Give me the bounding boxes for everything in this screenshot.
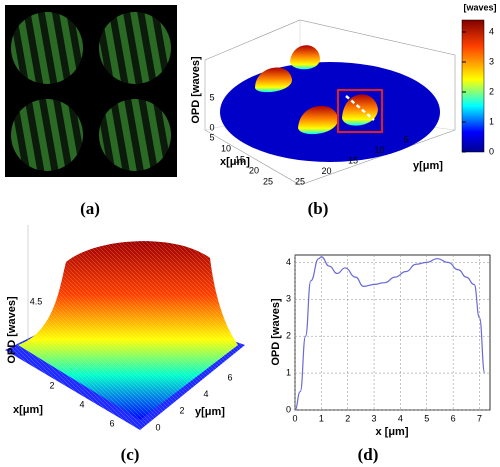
panel-b: [waves] OPD [waves] x[μm] y[μm] (b) 0 1 2 3… [190, 2, 497, 218]
y-tick-label: 10 [374, 145, 384, 155]
colorbar [461, 19, 485, 153]
y-tick-label: 3 [286, 294, 291, 304]
y-tick-label: 1 [286, 367, 291, 377]
x-tick-label: 4 [398, 413, 403, 423]
x-label: x[μm] [13, 404, 43, 416]
x-tick-label: 3 [372, 413, 377, 423]
hologram-disc [11, 99, 83, 171]
panel-label: (c) [121, 445, 140, 464]
z-tick-label: 0 [209, 122, 214, 132]
x-tick-label: 0 [292, 413, 297, 423]
plot-area [294, 254, 491, 411]
cell [342, 94, 378, 126]
y-tick-label: 25 [295, 176, 305, 186]
x-tick-label: 6 [109, 418, 114, 428]
y-tick-label: 2 [179, 406, 184, 416]
y-tick-label: 2 [286, 331, 291, 341]
y-tick-label: 20 [321, 166, 331, 176]
cell [290, 45, 320, 70]
x-tick-label: 5 [209, 132, 214, 142]
y-tick-label: 5 [403, 134, 408, 144]
panel-label: (b) [308, 199, 329, 218]
panel-a: (a) [5, 5, 177, 218]
hologram-disc [99, 12, 171, 84]
colorbar-title: [waves] [463, 2, 496, 12]
colorbar-tick-label: 3 [489, 56, 494, 66]
y-tick-label: 15 [348, 155, 358, 165]
y-tick-label: 6 [227, 372, 232, 382]
x-tick-label: 7 [477, 413, 482, 423]
hologram-disc [99, 99, 171, 171]
profile-line [345, 95, 375, 121]
x-tick-label: 2 [345, 413, 350, 423]
cell [255, 67, 292, 93]
x-tick-label: 15 [235, 154, 245, 164]
y-tick-label: 0 [155, 422, 160, 432]
colorbar-tick-label: 1 [489, 116, 494, 126]
panel-d: OPD [waves] x [μm] (d) 0 1 2 3 4 0 1 2 3 4 5 6 7 [270, 254, 491, 464]
cell [298, 105, 338, 135]
x-tick-label: 6 [451, 413, 456, 423]
z-label: OPD [waves] [6, 296, 18, 364]
x-tick-label: 20 [249, 165, 259, 175]
z-tick-label: 4.5 [30, 296, 43, 306]
x-tick-label: 1 [319, 413, 324, 423]
hologram-disc [11, 12, 83, 84]
x-tick-label: 4 [79, 399, 84, 409]
panel-label: (a) [80, 199, 100, 218]
x-tick-label: 10 [221, 143, 231, 153]
surface-mesh [18, 241, 238, 420]
data-line [294, 256, 486, 411]
z-label: OPD [waves] [190, 56, 202, 124]
panel-c: OPD [waves] x[μm] y[μm] (c) 4.5 2 4 6 0 2 4 6 [5, 225, 245, 464]
colorbar-tick-label: 4 [489, 26, 494, 36]
y-label: OPD [waves] [270, 298, 282, 366]
y-tick-label: 4 [286, 257, 291, 267]
selection-box [337, 89, 383, 133]
x-tick-label: 2 [49, 380, 54, 390]
y-label: y[μm] [195, 406, 225, 418]
colorbar-tick-label: 2 [489, 86, 494, 96]
colorbar-tick-label: 0 [489, 146, 494, 156]
x-tick-label: 25 [263, 176, 273, 186]
y-tick-label: 4 [203, 389, 208, 399]
z-tick-label: 5 [209, 92, 214, 102]
panel-label: (d) [358, 445, 379, 464]
y-tick-label: 0 [286, 404, 291, 414]
x-label: x [μm] [375, 426, 408, 438]
x-tick-label: 5 [424, 413, 429, 423]
y-label: y[μm] [413, 160, 443, 172]
x-label: x[μm] [220, 156, 250, 168]
